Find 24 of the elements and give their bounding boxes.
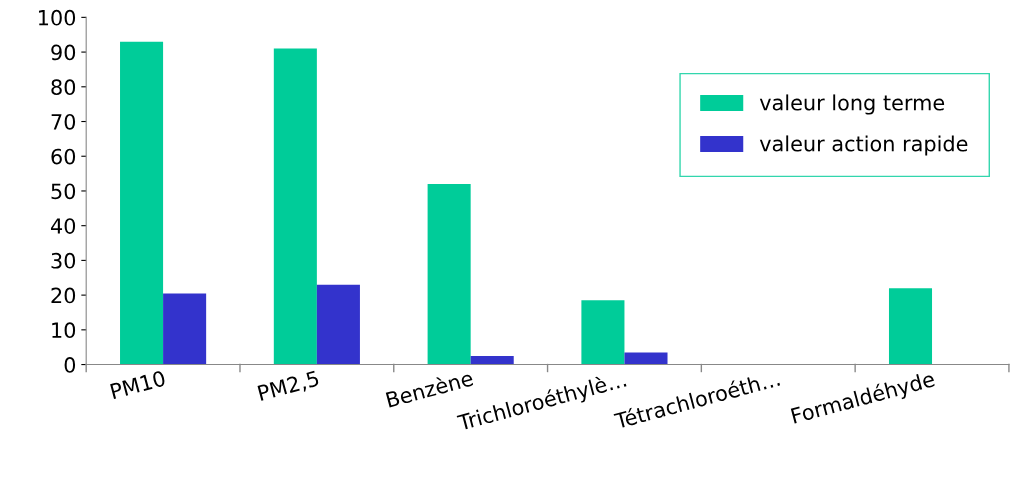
- y-tick-label: 20: [51, 287, 76, 304]
- bar: [120, 41, 164, 365]
- bar: [427, 184, 471, 365]
- x-tick-label: PM2,5: [257, 370, 320, 403]
- y-tick-label: 80: [51, 79, 76, 96]
- y-tick-label: 40: [50, 218, 76, 234]
- x-tick-label: PM10: [110, 370, 166, 400]
- y-tick-label: 0: [64, 357, 76, 373]
- y-tick-label: 30: [51, 252, 76, 269]
- y-tick-label: 70: [51, 113, 76, 130]
- y-tick-label: 90: [51, 44, 76, 61]
- y-tick-label: 50: [51, 183, 76, 200]
- bar: [888, 288, 933, 365]
- bar: [624, 352, 668, 365]
- bar: [581, 300, 625, 365]
- bar: [163, 293, 207, 365]
- legend-label: valeur action rapide: [759, 135, 968, 156]
- legend-label: valeur long terme: [759, 94, 945, 115]
- bar: [470, 355, 514, 365]
- y-tick-label: 60: [51, 148, 76, 165]
- y-tick-label: 100: [38, 9, 76, 26]
- bar: [316, 284, 360, 365]
- bar: [273, 48, 317, 365]
- y-tick-label: 10: [52, 322, 76, 339]
